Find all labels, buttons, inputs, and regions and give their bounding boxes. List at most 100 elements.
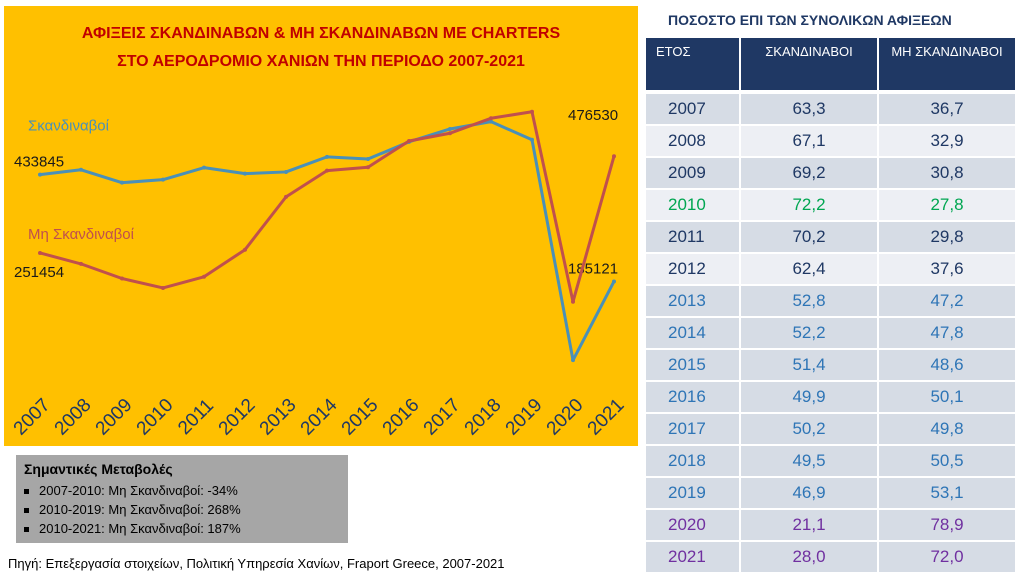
cell-scandinavians: 52,2	[740, 317, 879, 350]
cell-scandinavians: 72,2	[740, 189, 879, 222]
cell-year: 2010	[646, 189, 741, 222]
chart-title: ΑΦΙΞΕΙΣ ΣΚΑΝΔΙΝΑΒΩΝ & ΜΗ ΣΚΑΝΔΙΝΑΒΩΝ ΜΕ …	[82, 25, 561, 42]
chart-panel: ΑΦΙΞΕΙΣ ΣΚΑΝΔΙΝΑΒΩΝ & ΜΗ ΣΚΑΝΔΙΝΑΒΩΝ ΜΕ …	[4, 6, 638, 446]
data-point	[284, 169, 288, 174]
cell-non-scandinavians: 27,8	[878, 189, 1017, 222]
change-text: 2010-2021: Μη Σκανδιναβοί: 187%	[39, 521, 241, 536]
data-point	[571, 358, 575, 363]
data-point	[79, 167, 83, 172]
x-axis: 2007200820092010201120122013201420152016…	[10, 394, 629, 439]
x-tick-label: 2010	[133, 395, 178, 440]
table-row: 2021 28,0 72,0	[646, 541, 1017, 574]
table-row: 2008 67,1 32,9	[646, 125, 1017, 158]
cell-non-scandinavians: 37,6	[878, 253, 1017, 286]
x-tick-label: 2007	[10, 395, 55, 440]
data-point	[489, 116, 493, 121]
x-tick-label: 2017	[420, 395, 465, 440]
cell-scandinavians: 70,2	[740, 221, 879, 254]
cell-non-scandinavians: 32,9	[878, 125, 1017, 158]
bullet-icon	[24, 489, 29, 495]
x-tick-label: 2013	[256, 395, 301, 440]
cell-year: 2017	[646, 413, 741, 446]
cell-year: 2016	[646, 381, 741, 414]
cell-year: 2009	[646, 157, 741, 190]
x-tick-label: 2016	[379, 395, 424, 440]
cell-scandinavians: 63,3	[740, 92, 879, 126]
data-label: 433845	[14, 154, 64, 171]
data-point	[120, 276, 124, 281]
data-point	[284, 194, 288, 199]
cell-scandinavians: 52,8	[740, 285, 879, 318]
data-point	[120, 180, 124, 185]
data-point	[202, 274, 206, 279]
x-tick-label: 2021	[584, 395, 629, 440]
change-text: 2007-2010: Μη Σκανδιναβοί: -34%	[39, 483, 238, 498]
table-row: 2009 69,2 30,8	[646, 157, 1017, 190]
data-point	[243, 171, 247, 176]
cell-year: 2015	[646, 349, 741, 382]
header-non-scandinavians: ΜΗ ΣΚΑΝΔΙΝΑΒΟΙ	[878, 38, 1017, 94]
table-row: 2019 46,9 53,1	[646, 477, 1017, 510]
change-text: 2010-2019: Μη Σκανδιναβοί: 268%	[39, 502, 241, 517]
cell-year: 2020	[646, 509, 741, 542]
data-point	[612, 154, 616, 159]
data-point	[38, 250, 42, 255]
data-point	[448, 126, 452, 131]
cell-year: 2021	[646, 541, 741, 574]
cell-year: 2012	[646, 253, 741, 286]
table-row: 2015 51,4 48,6	[646, 349, 1017, 382]
cell-scandinavians: 67,1	[740, 125, 879, 158]
x-tick-label: 2012	[215, 395, 260, 440]
cell-scandinavians: 69,2	[740, 157, 879, 190]
cell-non-scandinavians: 47,2	[878, 285, 1017, 318]
x-tick-label: 2020	[543, 395, 588, 440]
percentage-table: ΕΤΟΣ ΣΚΑΝΔΙΝΑΒΟΙ ΜΗ ΣΚΑΝΔΙΝΑΒΟΙ 2007 63,3…	[646, 38, 1017, 574]
cell-scandinavians: 50,2	[740, 413, 879, 446]
cell-non-scandinavians: 50,1	[878, 381, 1017, 414]
cell-non-scandinavians: 72,0	[878, 541, 1017, 574]
x-tick-label: 2011	[174, 395, 218, 439]
data-point	[202, 165, 206, 170]
data-point	[571, 299, 575, 304]
cell-year: 2011	[646, 221, 741, 254]
x-tick-label: 2008	[51, 395, 96, 440]
changes-title: Σημαντικές Μεταβολές	[24, 461, 173, 477]
table-title: ΠΟΣΟΣΤΟ ΕΠΙ ΤΩΝ ΣΥΝΟΛΙΚΩΝ ΑΦΙΞΕΩΝ	[668, 12, 952, 28]
table-row: 2007 63,3 36,7	[646, 92, 1017, 126]
table-row: 2011 70,2 29,8	[646, 221, 1017, 254]
data-point	[612, 279, 616, 284]
cell-year: 2014	[646, 317, 741, 350]
data-label: 251454	[14, 264, 64, 281]
table-row: 2013 52,8 47,2	[646, 285, 1017, 318]
cell-non-scandinavians: 49,8	[878, 413, 1017, 446]
data-point	[366, 157, 370, 162]
cell-non-scandinavians: 50,5	[878, 445, 1017, 478]
changes-box: Σημαντικές Μεταβολές 2007-2010: Μη Σκανδ…	[16, 455, 348, 543]
cell-scandinavians: 49,5	[740, 445, 879, 478]
data-point	[325, 168, 329, 173]
series-line-1	[39, 110, 616, 304]
cell-year: 2008	[646, 125, 741, 158]
cell-year: 2007	[646, 92, 741, 126]
cell-scandinavians: 51,4	[740, 349, 879, 382]
data-label: 476530	[568, 107, 618, 124]
header-scandinavians: ΣΚΑΝΔΙΝΑΒΟΙ	[740, 38, 879, 94]
table-row: 2018 49,5 50,5	[646, 445, 1017, 478]
series-layer: Σκανδιναβοί 433845 185121 Μη Σκανδιναβοί 251…	[14, 107, 618, 363]
cell-non-scandinavians: 29,8	[878, 221, 1017, 254]
cell-non-scandinavians: 47,8	[878, 317, 1017, 350]
data-point	[530, 109, 534, 114]
line-chart: ΑΦΙΞΕΙΣ ΣΚΑΝΔΙΝΑΒΩΝ & ΜΗ ΣΚΑΝΔΙΝΑΒΩΝ ΜΕ …	[10, 25, 629, 439]
header-year: ΕΤΟΣ	[646, 38, 741, 94]
cell-scandinavians: 46,9	[740, 477, 879, 510]
cell-non-scandinavians: 36,7	[878, 92, 1017, 126]
cell-year: 2013	[646, 285, 741, 318]
cell-scandinavians: 21,1	[740, 509, 879, 542]
x-tick-label: 2015	[338, 395, 383, 440]
chart-subtitle: ΣΤΟ ΑΕΡΟΔΡΟΜΙΟ ΧΑΝΙΩΝ ΤΗΝ ΠΕΡΙΟΔΟ 2007-2…	[117, 53, 525, 70]
cell-non-scandinavians: 48,6	[878, 349, 1017, 382]
data-label: 185121	[568, 260, 618, 277]
cell-non-scandinavians: 78,9	[878, 509, 1017, 542]
cell-year: 2019	[646, 477, 741, 510]
data-point	[161, 285, 165, 290]
